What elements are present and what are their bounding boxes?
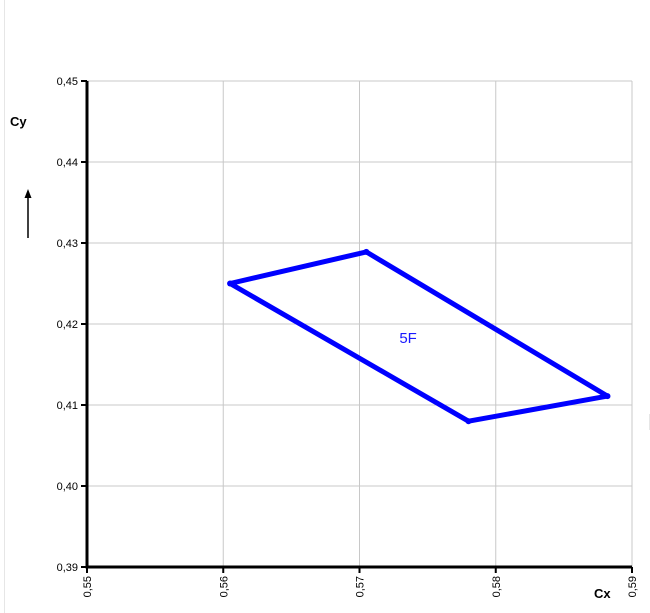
y-tick-label: 0,42	[57, 319, 78, 331]
y-tick-labels: 0,39 0,40 0,41 0,42 0,43 0,44 0,45	[57, 76, 78, 574]
data-point	[363, 248, 370, 255]
y-axis-title: Cy	[10, 114, 27, 129]
x-tick-label: 0,55	[82, 576, 94, 597]
y-tick-label: 0,41	[57, 400, 78, 412]
series-label: 5F	[399, 330, 417, 347]
series-line	[227, 249, 610, 424]
gridlines	[87, 80, 633, 567]
x-axis-title: Cx	[594, 586, 611, 601]
x-tick-labels: 0,55 0,56 0,57 0,58 0,59	[82, 576, 639, 597]
y-tick-label: 0,40	[57, 481, 78, 493]
data-point	[465, 418, 472, 425]
y-tick-label: 0,43	[57, 238, 78, 250]
x-tick-label: 0,58	[491, 576, 503, 597]
axes	[81, 80, 633, 573]
x-tick-label: 0,57	[355, 576, 367, 597]
data-point	[604, 393, 611, 400]
x-tick-label: 0,56	[218, 576, 230, 597]
y-tick-label: 0,44	[57, 157, 78, 169]
y-tick-label: 0,45	[57, 76, 78, 88]
series-group: 5F	[227, 248, 611, 425]
up-arrow-icon	[24, 189, 32, 238]
x-tick-label: 0,59	[627, 576, 639, 597]
y-tick-label: 0,39	[57, 562, 78, 574]
data-point	[227, 280, 234, 287]
